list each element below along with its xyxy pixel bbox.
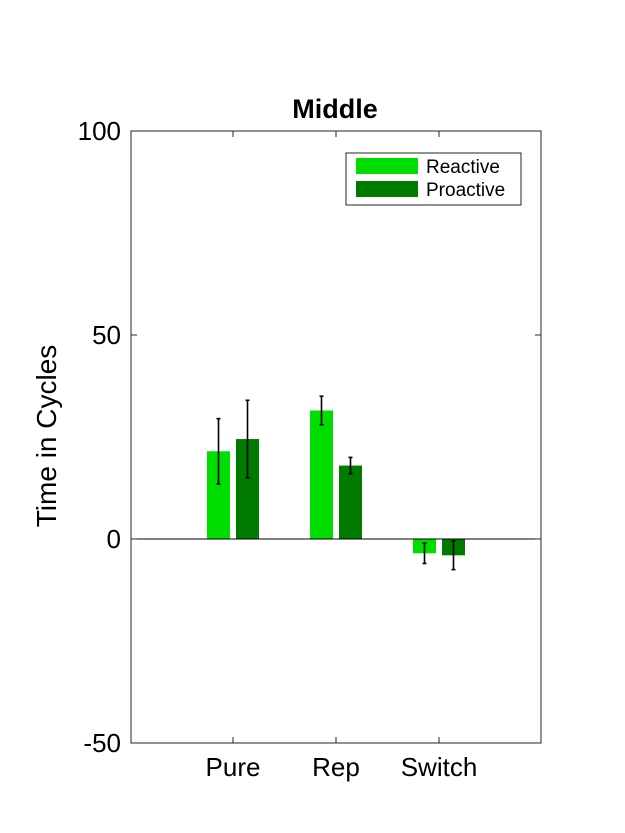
y-tick-label: 100 xyxy=(78,116,121,146)
legend-label-proactive: Proactive xyxy=(426,180,505,201)
x-tick-label: Switch xyxy=(401,752,478,782)
legend-label-reactive: Reactive xyxy=(426,157,500,178)
bar-proactive-rep xyxy=(339,465,362,539)
x-tick-labels: Pure Rep Switch xyxy=(206,752,478,782)
x-tick-label: Pure xyxy=(206,752,261,782)
axes-group xyxy=(131,130,541,744)
y-tick-label: 0 xyxy=(107,524,121,554)
chart-title: Middle xyxy=(292,94,378,124)
bar-reactive-pure xyxy=(207,451,230,539)
y-tick-labels: -50 0 50 100 xyxy=(78,116,121,758)
x-tick-label: Rep xyxy=(312,752,360,782)
bars-group xyxy=(207,410,465,556)
error-bars-group xyxy=(216,395,456,571)
bar-reactive-rep xyxy=(310,410,333,539)
y-tick-label: 50 xyxy=(92,320,121,350)
plot-area xyxy=(130,130,542,744)
legend-swatch-proactive xyxy=(356,181,418,197)
y-tick-label: -50 xyxy=(83,728,121,758)
legend-swatch-reactive xyxy=(356,158,418,174)
bar-proactive-pure xyxy=(236,439,259,539)
y-axis-label: Time in Cycles xyxy=(31,345,62,528)
plot-frame xyxy=(130,130,542,744)
